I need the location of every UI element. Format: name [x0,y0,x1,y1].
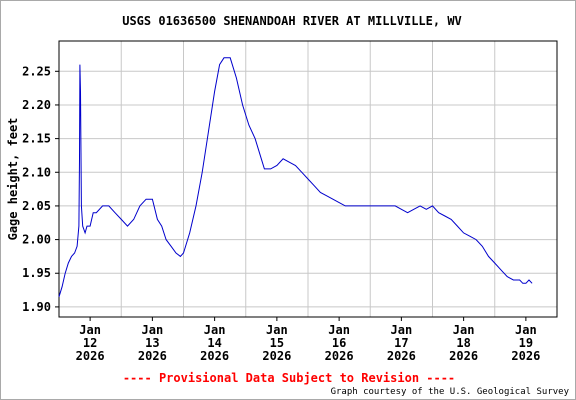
gage-height-series-line [58,57,533,297]
x-tick-label: Jan [142,323,164,337]
y-tick-label: 2.25 [22,64,51,78]
x-tick-label: 17 [394,336,408,350]
y-axis-ticks: 1.90 1.95 2.00 2.05 2.10 2.15 2.20 2.25 [22,64,59,314]
x-tick-label: Jan [79,323,101,337]
x-tick-label: Jan [328,323,350,337]
y-tick-label: 2.05 [22,199,51,213]
x-tick-label: Jan [515,323,537,337]
plot-frame [58,40,558,318]
x-tick-label: 2026 [511,349,540,363]
provisional-data-notice: ---- Provisional Data Subject to Revisio… [123,371,455,385]
x-tick-label: Jan [391,323,413,337]
x-tick-label: 2026 [138,349,167,363]
x-tick-label: 12 [83,336,97,350]
x-tick-label: 2026 [325,349,354,363]
y-tick-label: 2.10 [22,165,51,179]
x-tick-label: 13 [145,336,159,350]
y-tick-label: 2.00 [22,233,51,247]
x-axis-ticks: Jan122026Jan132026Jan142026Jan152026Jan1… [76,317,540,363]
usgs-courtesy-credit: Graph courtesy of the U.S. Geological Su… [331,387,570,397]
x-tick-label: 2026 [449,349,478,363]
x-tick-label: 18 [456,336,470,350]
y-tick-label: 1.95 [22,266,51,280]
x-tick-label: 15 [270,336,284,350]
x-tick-label: 14 [207,336,221,350]
y-tick-label: 2.20 [22,98,51,112]
x-tick-label: 2026 [76,349,105,363]
x-tick-label: 2026 [387,349,416,363]
chart-title: USGS 01636500 SHENANDOAH RIVER AT MILLVI… [122,14,462,28]
x-tick-label: Jan [266,323,288,337]
x-tick-label: 19 [519,336,533,350]
x-tick-label: 2026 [200,349,229,363]
x-tick-label: Jan [453,323,475,337]
x-tick-label: 2026 [262,349,291,363]
x-tick-label: 16 [332,336,346,350]
grid-lines [59,41,557,317]
y-axis-label: Gage height, feet [6,118,20,241]
x-tick-label: Jan [204,323,226,337]
y-tick-label: 1.90 [22,300,51,314]
y-tick-label: 2.15 [22,132,51,146]
